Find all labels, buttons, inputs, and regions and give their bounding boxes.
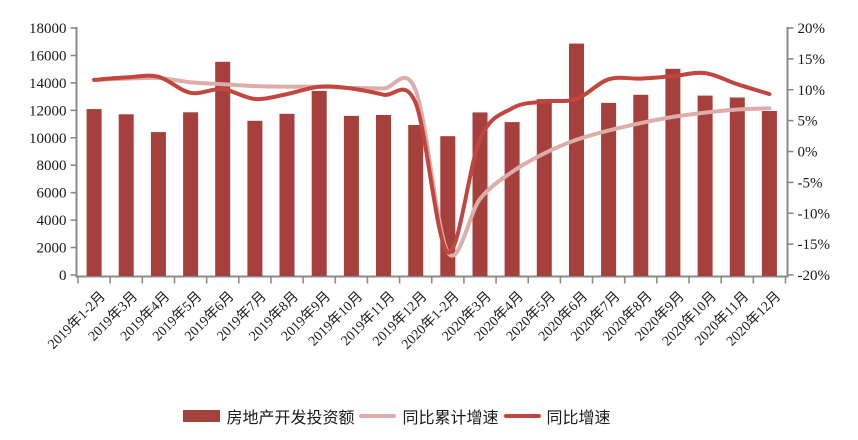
right-axis-tick-label: 20% — [798, 21, 826, 37]
yoy-growth-line-swatch — [503, 414, 541, 418]
bar-2020年9月 — [665, 68, 681, 276]
right-axis-tick-label: 0% — [798, 145, 818, 161]
left-axis-tick-label: 0 — [59, 268, 67, 284]
bar-2020年5月 — [536, 99, 552, 276]
investment-bars — [86, 43, 777, 277]
legend-item-cumulative-growth: 同比累计增速 — [359, 404, 499, 428]
cumulative-growth-line-swatch — [359, 414, 397, 418]
bar-2019年9月 — [311, 90, 327, 277]
bar-2019年5月 — [183, 112, 199, 276]
bar-2020年11月 — [729, 97, 745, 276]
left-axis-tick-label: 16000 — [29, 48, 67, 64]
bar-2020年12月 — [761, 111, 777, 276]
right-axis-tick-label: 5% — [798, 114, 818, 130]
x-axis-labels: 2019年1-2月2019年3月2019年4月2019年5月2019年6月201… — [45, 289, 784, 353]
legend-item-yoy-growth: 同比增速 — [503, 404, 611, 428]
line-同比增速 — [92, 70, 772, 255]
left-axis-tick-label: 14000 — [29, 76, 67, 92]
bar-2019年7月 — [247, 120, 263, 276]
bar-2019年4月 — [150, 132, 166, 276]
bar-2019年6月 — [215, 61, 231, 276]
bar-2020年10月 — [697, 95, 713, 276]
right-axis-tick-label: 15% — [798, 52, 826, 68]
bar-2019年1-2月 — [86, 109, 102, 276]
right-axis-tick-label: -5% — [798, 175, 823, 191]
left-axis-tick-label: 18000 — [29, 21, 67, 37]
legend-label-investment: 房地产开发投资额 — [226, 410, 355, 427]
bar-2019年12月 — [408, 125, 424, 276]
tick-marks — [70, 27, 794, 284]
bar-2020年7月 — [601, 102, 617, 277]
legend-label-cumulative-growth: 同比累计增速 — [402, 410, 499, 427]
axes — [75, 27, 789, 278]
combo-chart-svg: 0 2000 4000 6000 8000 10000 12000 14000 16000 180… — [29, 21, 830, 353]
bar-2019年8月 — [279, 113, 295, 276]
bar-2019年10月 — [343, 115, 359, 277]
legend-label-yoy-growth: 同比增速 — [546, 410, 611, 427]
axis-labels: 0 2000 4000 6000 8000 10000 12000 14000 16000 180… — [29, 21, 830, 284]
left-axis-tick-label: 4000 — [37, 213, 67, 229]
left-axis-tick-label: 10000 — [29, 131, 67, 147]
right-axis-tick-label: -15% — [798, 237, 831, 253]
right-axis-tick-label: -20% — [798, 268, 831, 284]
legend-item-investment: 房地产开发投资额 — [183, 404, 354, 428]
left-axis-tick-label: 2000 — [37, 241, 67, 257]
left-axis-tick-label: 12000 — [29, 103, 67, 119]
bar-2020年4月 — [504, 122, 520, 276]
chart-legend: 房地产开发投资额 同比累计增速 同比增速 — [0, 404, 826, 428]
bar-2020年8月 — [633, 94, 649, 276]
right-axis-tick-label: 10% — [798, 83, 826, 99]
bar-2019年3月 — [118, 114, 134, 276]
left-axis-tick-label: 8000 — [37, 158, 67, 174]
bar-2019年11月 — [376, 115, 391, 276]
investment-bar-swatch — [183, 410, 221, 422]
left-axis-tick-label: 6000 — [37, 186, 67, 202]
bar-2020年6月 — [569, 43, 584, 276]
right-axis-tick-label: -10% — [798, 206, 831, 222]
